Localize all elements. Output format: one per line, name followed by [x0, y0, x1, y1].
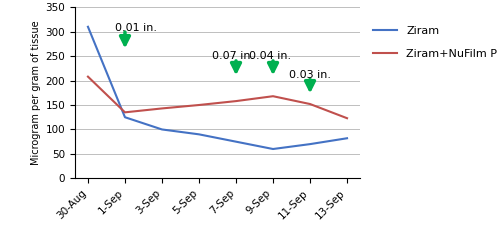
Ziram+NuFilm P [196, 104, 202, 107]
Text: 0.03 in.: 0.03 in. [288, 70, 331, 80]
Ziram [233, 140, 239, 143]
Text: 0.01 in.: 0.01 in. [114, 23, 156, 33]
Ziram+NuFilm P [307, 103, 313, 106]
Ziram [122, 116, 128, 119]
Ziram+NuFilm P [85, 75, 91, 78]
Ziram+NuFilm P [344, 117, 350, 120]
Ziram [344, 137, 350, 140]
Ziram [307, 143, 313, 146]
Line: Ziram+NuFilm P: Ziram+NuFilm P [88, 77, 347, 118]
Text: 0.07 in.: 0.07 in. [212, 51, 254, 61]
Text: 0.04 in.: 0.04 in. [249, 51, 291, 61]
Ziram+NuFilm P [122, 111, 128, 114]
Line: Ziram: Ziram [88, 27, 347, 149]
Ziram [85, 25, 91, 28]
Ziram [196, 133, 202, 136]
Ziram+NuFilm P [233, 100, 239, 102]
Ziram+NuFilm P [270, 95, 276, 98]
Ziram [270, 147, 276, 150]
Ziram+NuFilm P [159, 107, 165, 110]
Ziram [159, 128, 165, 131]
Legend: Ziram, Ziram+NuFilm P: Ziram, Ziram+NuFilm P [368, 21, 500, 64]
Y-axis label: Microgram per gram of tissue: Microgram per gram of tissue [32, 20, 42, 165]
